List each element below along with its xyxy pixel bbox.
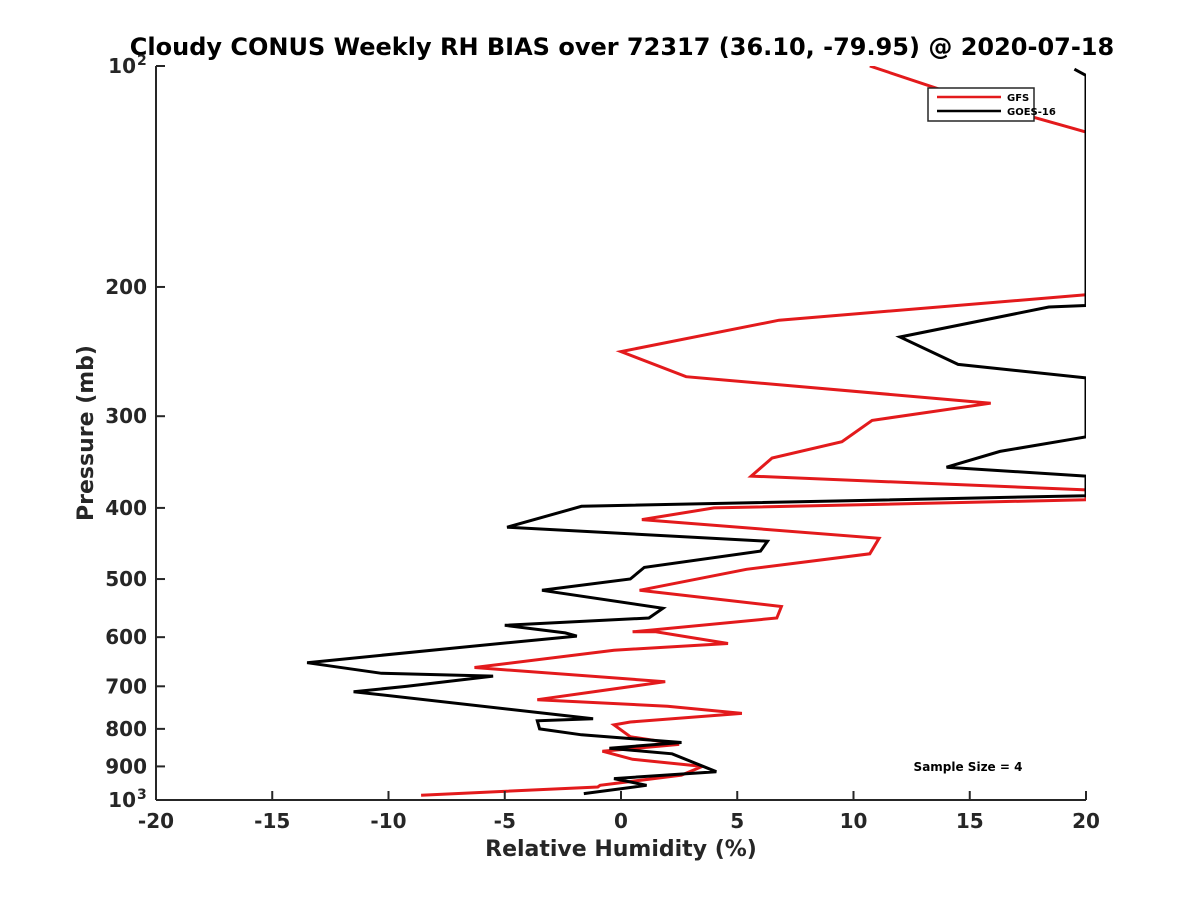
- y-tick-label: 10: [108, 54, 136, 78]
- legend-label-goes-16: GOES-16: [1007, 107, 1056, 118]
- y-tick-label: 500: [105, 567, 147, 591]
- y-tick-label: 200: [105, 275, 147, 299]
- y-tick-label: 900: [105, 754, 147, 778]
- x-tick-label: -10: [370, 809, 406, 833]
- x-axis-label: Relative Humidity (%): [485, 837, 757, 862]
- x-tick-label: 20: [1072, 809, 1100, 833]
- chart-title: Cloudy CONUS Weekly RH BIAS over 72317 (…: [130, 33, 1114, 61]
- y-tick-exponent: 2: [137, 53, 147, 69]
- x-tick-label: 10: [840, 809, 868, 833]
- series-line-gfs: [421, 66, 1086, 797]
- y-tick-label: 400: [105, 496, 147, 520]
- sample-size-annotation: Sample Size = 4: [914, 760, 1023, 774]
- y-tick-label: 600: [105, 625, 147, 649]
- y-tick-label: 800: [105, 717, 147, 741]
- x-tick-label: -15: [254, 809, 290, 833]
- y-tick-label: 700: [105, 674, 147, 698]
- y-tick-label: 10: [108, 788, 136, 812]
- y-tick-exponent: 3: [137, 787, 147, 803]
- x-tick-label: 0: [614, 809, 628, 833]
- legend: GFS GOES-16: [927, 87, 1056, 122]
- legend-box: [927, 87, 1035, 122]
- x-tick-label: -5: [494, 809, 516, 833]
- series-layer: [306, 66, 1086, 797]
- series-line-goes-16: [306, 67, 1086, 796]
- x-tick-label: 15: [956, 809, 984, 833]
- x-tick-label: -20: [138, 809, 174, 833]
- x-tick-label: 5: [730, 809, 744, 833]
- x-ticks: -20 -15 -10 -5 0 5 10 15 20: [138, 791, 1100, 833]
- y-tick-label: 300: [105, 404, 147, 428]
- y-axis-label: Pressure (mb): [74, 345, 99, 521]
- legend-label-gfs: GFS: [1007, 93, 1029, 104]
